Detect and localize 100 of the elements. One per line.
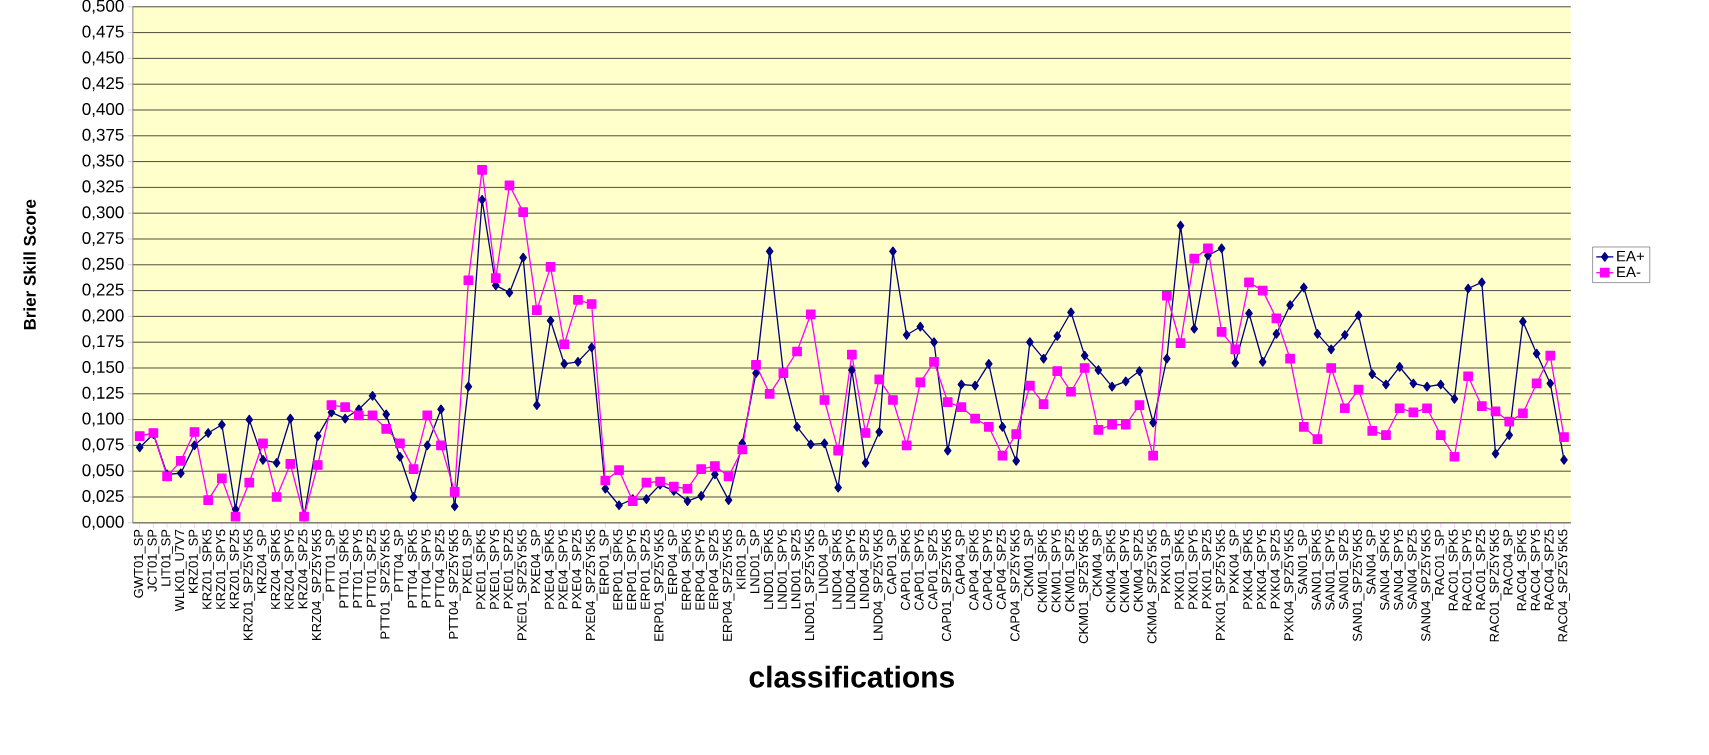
y-tick-label: 0,125: [82, 386, 124, 401]
x-tick-label: PTT04_SPZ5: [435, 529, 447, 607]
x-tick-label: KRZ04_SPZ5: [298, 529, 310, 609]
x-tick-label: KRZ04_SP: [257, 529, 269, 593]
x-tick-label: PTT04_SPY5: [421, 529, 434, 608]
x-tick-label: PXK01_SPY5: [1188, 529, 1201, 609]
x-tick-label: LIT01_SP: [161, 529, 173, 586]
x-tick-label: PXE01_SPK5: [476, 529, 488, 609]
x-tick-label: PXK04_SP: [1229, 529, 1242, 593]
y-tick-label: 0,400: [82, 102, 124, 118]
x-tick-label: LND01_SP: [750, 529, 762, 593]
x-tick-label: CAP01_SP: [887, 529, 899, 595]
y-tick-label: 0,325: [82, 180, 124, 195]
x-tick-label: PTT04_SPK5: [407, 529, 420, 608]
x-tick-label: ERP01_SPZ5: [640, 529, 653, 609]
x-tick-label: ERP04_SPY5: [695, 529, 708, 610]
x-tick-label: SAN04_SPY5: [1393, 529, 1406, 611]
x-tick-label: LND01_SPZ5: [791, 529, 803, 609]
x-tick-label: PXK01_SPK5: [1174, 529, 1187, 609]
y-tick-label: 0,300: [82, 206, 124, 221]
y-tick-label: 0,500: [82, 0, 124, 14]
y-tick-label: 0,000: [82, 515, 124, 530]
x-tick-label: PXE01_SPZ5Y5K5: [517, 529, 529, 640]
y-tick-label: 0,175: [82, 335, 124, 350]
y-tick-label: 0,375: [82, 128, 124, 143]
x-tick-label: SAN04_SP: [1366, 529, 1379, 595]
x-tick-label: ERP04_SPK5: [681, 529, 694, 610]
x-tick-label: PXE01_SPZ5: [503, 529, 516, 609]
x-tick-label: RAC04_SP: [1503, 529, 1516, 595]
x-tick-label: RAC01_SP: [1434, 529, 1447, 595]
x-tick-label: PXK01_SPZ5: [1202, 529, 1214, 609]
x-tick-label: KIR01_SP: [736, 529, 749, 589]
x-tick-label: PXE04_SP: [531, 529, 543, 593]
x-tick-label: PTT01_SP: [325, 529, 338, 592]
x-tick-label: KRZ01_SPZ5Y5K5: [243, 529, 256, 640]
x-tick-label: LND04_SPY5: [846, 529, 858, 609]
x-axis-title: classifications: [749, 665, 954, 688]
x-tick-label: SAN01_SPZ5Y5K5: [1352, 529, 1365, 642]
x-tick-label: PXK04_SPY5: [1256, 529, 1269, 609]
x-tick-label: ERP01_SPK5: [613, 529, 625, 610]
x-tick-label: PTT04_SP: [394, 529, 406, 592]
x-tick-label: RAC01_SPK5: [1448, 529, 1461, 611]
x-tick-label: WLK01_U7V7: [174, 529, 187, 612]
x-tick-label: SAN01_SPZ5: [1339, 529, 1351, 610]
x-tick-label: CKM04_SPK5: [1106, 529, 1118, 613]
x-tick-label: CAP01_SPZ5Y5K5: [941, 529, 954, 642]
x-tick-label: SAN01_SP: [1297, 529, 1310, 595]
x-tick-label: CKM01_SPZ5: [1065, 529, 1077, 612]
y-tick-label: 0,200: [82, 309, 124, 324]
x-tick-label: CAP04_SPZ5: [996, 529, 1009, 610]
x-tick-label: ERP01_SPZ5Y5K5: [654, 529, 666, 641]
x-tick-label: ERP04_SPZ5: [709, 529, 721, 609]
x-tick-label: PXK01_SP: [1161, 529, 1173, 593]
x-tick-label: PXK04_SPZ5: [1270, 529, 1283, 609]
x-tick-label: ERP04_SPZ5Y5K5: [722, 529, 735, 641]
x-tick-label: KRZ01_SPK5: [202, 529, 215, 609]
legend-label: EA-: [1617, 266, 1641, 278]
x-tick-label: CAP01_SPZ5: [928, 529, 940, 610]
x-tick-label: RAC01_SPZ5Y5K5: [1489, 529, 1502, 642]
x-tick-label: LND04_SP: [818, 529, 831, 593]
y-tick-label: 0,450: [82, 51, 124, 66]
x-tick-label: CAP01_SPK5: [900, 529, 913, 610]
x-tick-label: PXK01_SPZ5Y5K5: [1215, 529, 1228, 640]
x-tick-label: SAN04_SPZ5Y5K5: [1421, 529, 1433, 642]
y-tick-label: 0,050: [82, 464, 124, 479]
x-tick-label: CKM01_SPY5: [1051, 529, 1064, 613]
x-tick-label: CAP04_SPY5: [982, 529, 995, 610]
x-tick-label: KRZ04_SPZ5Y5K5: [311, 529, 324, 640]
x-tick-label: CKM04_SPY5: [1119, 529, 1132, 613]
x-tick-label: PTT01_SPY5: [352, 529, 365, 608]
x-tick-label: PXE04_SPK5: [544, 529, 557, 609]
x-tick-label: CKM04_SPZ5Y5K5: [1147, 529, 1159, 644]
x-tick-label: PTT04_SPZ5Y5K5: [448, 529, 461, 639]
x-tick-label: CKM04_SP: [1092, 529, 1105, 597]
y-tick-label: 0,250: [82, 257, 124, 272]
y-tick-label: 0,100: [82, 412, 124, 427]
y-axis-title: Brier Skill Score: [23, 199, 36, 330]
x-tick-label: PTT01_SPZ5Y5K5: [380, 529, 393, 639]
x-tick-label: CAP04_SPK5: [969, 529, 981, 610]
x-tick-label: LND04_SPZ5Y5K5: [873, 529, 886, 640]
x-tick-label: RAC04_SPZ5: [1544, 529, 1557, 610]
x-tick-label: ERP04_SP: [667, 529, 680, 594]
x-tick-label: KRZ04_SPK5: [270, 529, 283, 609]
x-tick-label: RAC04_SPY5: [1530, 529, 1543, 611]
x-tick-label: CAP04_SP: [955, 529, 968, 595]
x-tick-label: RAC01_SPZ5: [1475, 529, 1488, 610]
legend-label: EA+: [1617, 250, 1645, 262]
x-tick-label: CAP01_SPY5: [914, 529, 927, 610]
x-tick-label: JCT01_SP: [147, 529, 160, 592]
x-tick-label: PXK04_SPK5: [1243, 529, 1255, 609]
x-tick-label: KRZ01_SPY5: [216, 529, 228, 609]
y-tick-label: 0,150: [82, 360, 124, 376]
x-tick-label: KRZ04_SPY5: [284, 529, 297, 609]
x-tick-label: LND01_SPZ5Y5K5: [804, 529, 817, 640]
x-tick-label: PTT01_SPK5: [339, 529, 351, 608]
y-tick-label: 0,075: [82, 438, 124, 453]
x-tick-label: GWT01_SP: [133, 529, 146, 598]
y-tick-label: 0,475: [82, 25, 124, 40]
x-tick-label: PXK04_SPZ5Y5K5: [1284, 529, 1296, 640]
x-tick-label: ERP01_SP: [599, 529, 612, 594]
